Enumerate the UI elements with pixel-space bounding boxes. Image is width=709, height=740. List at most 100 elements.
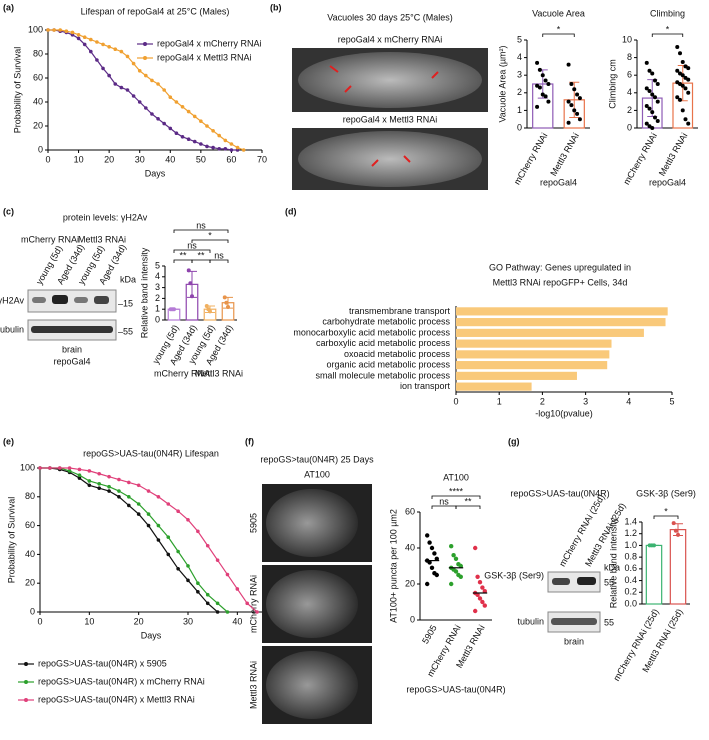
data-point [97,482,101,486]
data-point [136,512,141,516]
y-tick-label: 2 [517,87,522,97]
data-point [127,480,131,485]
data-point [205,601,210,606]
data-point [650,110,655,115]
row-label: tubulin [0,324,24,334]
data-point [686,90,691,95]
y-tick-label: 40 [405,542,415,552]
data-point [475,592,480,597]
data-point [156,538,161,542]
data-point [76,33,81,37]
data-point [255,610,259,614]
data-point [176,567,180,571]
data-point [680,73,685,78]
y-tick-label: 4 [627,87,632,97]
data-point [107,474,111,479]
data-point [107,73,111,78]
data-point [480,585,485,590]
x-tick-label: 20 [134,616,144,626]
data-point [82,35,87,39]
data-point [146,489,151,493]
data-point [186,564,190,568]
x-tick-label: 0 [45,154,50,164]
image-label: Mettl3 RNAi [248,661,258,709]
data-point [117,477,121,482]
data-point [676,532,680,537]
y-tick-label: small molecule metabolic process [315,370,450,380]
data-point [136,502,141,506]
data-point [58,28,63,32]
significance-bracket [173,249,211,253]
series-line [40,467,218,613]
band [552,578,570,585]
data-point [113,82,118,86]
data-point [77,473,82,478]
data-point [537,67,542,72]
data-point [117,495,121,499]
data-point [131,61,136,66]
data-point [572,87,577,92]
band [52,295,68,304]
data-point [453,556,459,561]
bar [456,371,577,380]
data-point [67,466,72,470]
image-label: mCherry RNAi [248,575,258,633]
data-point [125,54,130,59]
group-label: mCherry RNAi [154,368,212,378]
y-tick-label: 20 [405,578,415,588]
data-point [215,601,220,606]
data-point [168,126,173,131]
y-tick-label: 60 [33,72,43,82]
data-point [186,518,190,522]
y-tick-label: 0 [517,122,522,132]
data-point [107,489,111,493]
panel-b-images [292,48,488,190]
y-tick-label: 2 [627,105,632,115]
data-point [683,86,688,91]
chart-title: AT100 [443,472,469,482]
significance-bracket [191,259,211,263]
group-label: mCherry RNAi [21,234,79,244]
data-point [655,99,660,104]
x-tick-label: 10 [74,154,84,164]
y-tick-label: 40 [25,549,35,559]
y-tick-label: 1.0 [624,540,637,550]
micrograph [266,651,358,719]
x-tick-label: Mettl3 RNAi [657,131,690,178]
significance-label: ns [187,240,197,250]
x-tick-label: 40 [232,616,242,626]
data-point [535,104,540,109]
x-tick-label: 0 [453,396,458,406]
data-point [180,105,185,109]
data-point [543,94,548,99]
image-label: repoGal4 x mCherry RNAi [338,34,443,44]
significance-bracket [542,33,575,37]
data-point [48,466,52,470]
data-point [577,96,582,101]
chart-subtitle: Mettl3 RNAi repoGFP+ Cells, 34d [493,277,628,287]
significance-bracket [455,505,481,509]
significance-label: ns [196,220,206,230]
y-tick-label: 0.6 [624,563,637,573]
data-point [434,572,439,578]
micrograph [298,131,482,187]
micrograph [266,489,358,557]
data-point [180,135,185,139]
x-tick-label: 40 [165,154,175,164]
data-point [217,147,221,151]
x-tick-label: 5905 [420,623,439,645]
blot [27,289,117,313]
significance-label: * [557,24,561,34]
data-point [477,596,483,601]
data-point [223,147,228,151]
data-point [38,466,42,470]
data-point [647,106,652,111]
x-tick-label: Mettl3 RNAi [548,131,581,178]
significance-label: * [666,24,670,34]
data-point [89,49,93,54]
data-point [683,117,688,122]
image-label: repoGal4 x Mettl3 RNAi [343,114,438,124]
data-point [434,556,439,561]
data-point [575,111,580,116]
chart-title: repoGS>UAS-tau(0N4R) Lifespan [83,448,219,458]
